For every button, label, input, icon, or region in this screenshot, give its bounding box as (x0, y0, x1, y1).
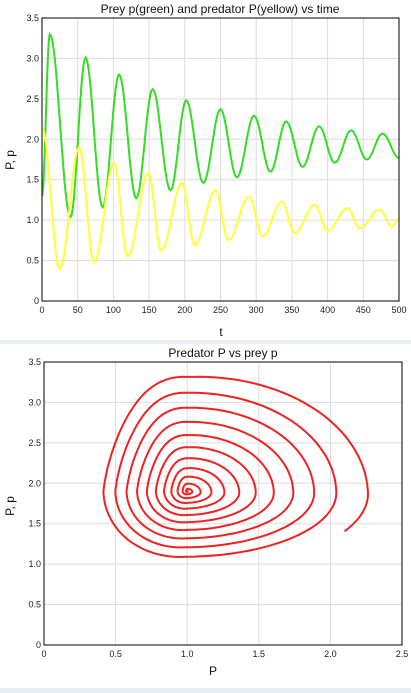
y-tick-label: 3.0 (28, 397, 41, 407)
time-series-panel: 0 50 100 150 200 250 300 350 400 450 500 0 0.5 1.0 1.5… (0, 0, 411, 340)
phase-portrait-chart: 0 0.5 1.0 1.5 2.0 2.5 0 0.5 1.0 1.5 2.0 2.5 3.0 3.5 P… (0, 344, 411, 688)
x-tick-label: 400 (320, 305, 335, 315)
y-tick-label: 0 (34, 296, 39, 306)
y-tick-label: 1.5 (28, 519, 41, 529)
x-tick-label: 1.5 (253, 649, 266, 659)
y-tick-label: 2.0 (28, 478, 41, 488)
x-tick-label: 500 (391, 305, 406, 315)
chart-title: Predator P vs prey p (168, 346, 277, 360)
x-tick-label: 0 (41, 649, 46, 659)
y-tick-label: 1.0 (26, 215, 39, 225)
y-tick-label: 0 (36, 640, 41, 650)
chart-title: Prey p(green) and predator P(yellow) vs … (101, 2, 340, 16)
x-tick-label: 200 (177, 305, 192, 315)
x-tick-label: 0.5 (109, 649, 122, 659)
x-axis-label: t (219, 325, 223, 339)
y-axis-label: P, p (3, 496, 17, 516)
x-tick-label: 2.5 (396, 649, 409, 659)
y-tick-label: 2.0 (26, 134, 39, 144)
y-tick-label: 3.0 (26, 53, 39, 63)
x-tick-label: 150 (142, 305, 157, 315)
plot-frame (44, 362, 402, 645)
y-axis-label: P, p (3, 150, 17, 170)
x-tick-label: 50 (73, 305, 83, 315)
y-tick-label: 0.5 (26, 256, 39, 266)
y-tick-label: 2.5 (28, 438, 41, 448)
x-tick-label: 0 (39, 305, 44, 315)
x-tick-label: 2.0 (324, 649, 337, 659)
y-tick-label: 3.5 (28, 357, 41, 367)
y-tick-label: 1.0 (28, 559, 41, 569)
x-tick-label: 450 (356, 305, 371, 315)
x-tick-label: 300 (249, 305, 264, 315)
y-tick-label: 0.5 (28, 600, 41, 610)
x-tick-label: 250 (213, 305, 228, 315)
time-series-chart: 0 50 100 150 200 250 300 350 400 450 500 0 0.5 1.0 1.5… (0, 0, 411, 340)
x-tick-label: 350 (284, 305, 299, 315)
x-tick-label: 1.0 (181, 649, 194, 659)
y-tick-label: 3.5 (26, 13, 39, 23)
y-tick-label: 1.5 (26, 175, 39, 185)
y-tick-label: 2.5 (26, 94, 39, 104)
series-group (103, 377, 368, 557)
phase-portrait-panel: 0 0.5 1.0 1.5 2.0 2.5 0 0.5 1.0 1.5 2.0 2.5 3.0 3.5 P… (0, 344, 411, 688)
x-axis-label: P (209, 664, 217, 678)
grid-lines (44, 362, 402, 645)
x-tick-label: 100 (106, 305, 121, 315)
phase-spiral-line (103, 377, 368, 557)
